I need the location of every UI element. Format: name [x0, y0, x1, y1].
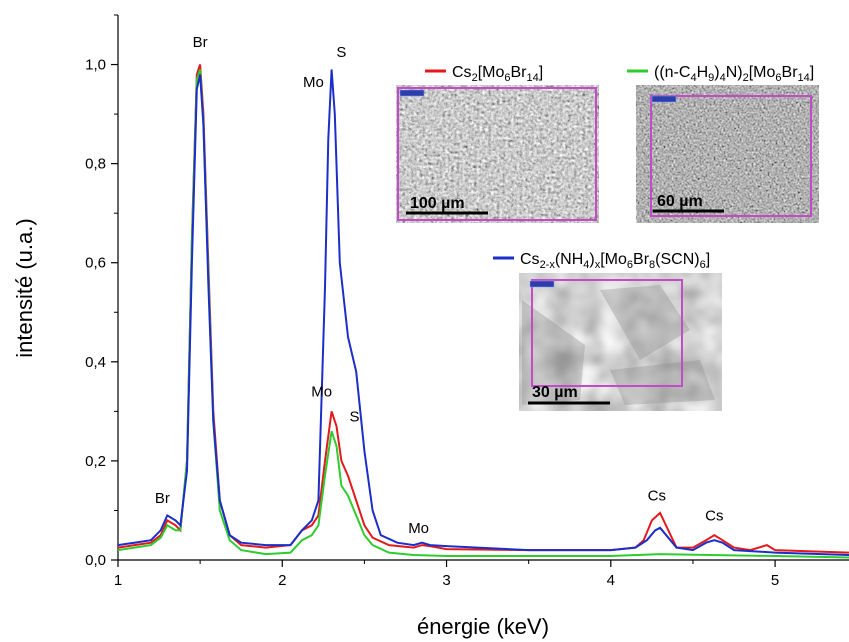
legend-label-red-part: ] — [539, 64, 543, 81]
peak-label: Mo — [311, 384, 332, 401]
peak-annotations: Br Mo S Mo S Br Mo Cs Cs — [155, 34, 724, 537]
peak-label: S — [350, 408, 360, 425]
legend-label-green-part: H — [697, 64, 709, 81]
x-tick-label: 3 — [442, 572, 450, 589]
scale-bar-3-label: 30 µm — [532, 384, 578, 401]
legend-label-blue-part: [Mo — [600, 251, 627, 268]
peak-label: Br — [155, 490, 170, 507]
legend-label-blue-part: 6 — [627, 259, 633, 271]
legend-label-blue-part: Cs — [520, 251, 540, 268]
y-tick-label: 1,0 — [85, 57, 106, 74]
legend-label-green-part: 14 — [798, 72, 810, 84]
legend-label-blue-part: Br — [633, 251, 650, 268]
y-tick-label: 0,4 — [85, 354, 106, 371]
peak-label: S — [336, 44, 346, 61]
legend-label-green-part: 4 — [690, 72, 696, 84]
x-tick-label: 1 — [114, 572, 122, 589]
y-tick-label: 0,0 — [85, 552, 106, 569]
legend-label-red-part: 2 — [472, 72, 478, 84]
legend-label-green-part: 2 — [743, 72, 749, 84]
legend-label-green-part: N) — [726, 64, 743, 81]
scale-bar-2-label: 60 µm — [657, 193, 703, 210]
x-tick-label: 4 — [607, 572, 615, 589]
legend-label-blue-part: ] — [706, 251, 710, 268]
legend-label-red-part: Br — [510, 64, 527, 81]
sem-image-1-frame — [397, 87, 597, 221]
legend-label-green-part: 9 — [708, 72, 714, 84]
legend-label-blue-part: x — [595, 259, 601, 271]
axes — [117, 15, 849, 561]
y-tick-label: 0,2 — [85, 453, 106, 470]
legend-label-green-part: ] — [810, 64, 814, 81]
sem-image-1-tag — [399, 89, 425, 97]
legend-label-green: ((n-C4H9)4N)2[Mo6Br14] — [654, 64, 814, 84]
legend-label-red-part: 14 — [526, 72, 538, 84]
peak-label: Br — [193, 34, 208, 51]
sem-image-2-tag — [651, 95, 677, 103]
series-group — [117, 64, 849, 559]
legend-label-green-part: 6 — [775, 72, 781, 84]
legend-label-red-part: [Mo — [478, 64, 505, 81]
legend-label-green-part: Br — [782, 64, 799, 81]
legend-label-blue-part: 2-x — [540, 259, 556, 271]
legend-label-green-part: 4 — [720, 72, 726, 84]
legend-label-blue-part: 8 — [649, 259, 655, 271]
legend-label-red: Cs2[Mo6Br14] — [452, 64, 543, 84]
sem-image-3-tag — [529, 280, 555, 288]
legend-label-green-part: ) — [714, 64, 719, 81]
x-axis-title: énergie (keV) — [417, 614, 549, 639]
legend-label-red-part: 6 — [504, 72, 510, 84]
peak-label: Mo — [303, 74, 324, 91]
legend-label-blue-part: (SCN) — [655, 251, 699, 268]
sem-image-2-frame — [650, 95, 812, 217]
peak-label: Mo — [408, 520, 429, 537]
y-axis-title: intensité (u.a.) — [12, 218, 37, 357]
inset-1: Cs2[Mo6Br14] 100 µm — [396, 64, 599, 223]
y-tick-label: 0,8 — [85, 156, 106, 173]
x-tick-label: 5 — [771, 572, 779, 589]
legend-label-blue-part: 6 — [700, 259, 706, 271]
legend-label-blue-part: 4 — [583, 259, 589, 271]
inset-3: Cs2-x(NH4)x[Mo6Br8(SCN)6] 30 µm — [493, 251, 722, 411]
y-tick-label: 0,6 — [85, 255, 106, 272]
legend-label-blue-part: ) — [589, 251, 594, 268]
sem-image-2 — [636, 85, 819, 223]
legend-label-green-part: [Mo — [749, 64, 776, 81]
inset-2: ((n-C4H9)4N)2[Mo6Br14] 60 µm — [627, 64, 819, 223]
legend-label-blue: Cs2-x(NH4)x[Mo6Br8(SCN)6] — [520, 251, 710, 271]
legend-label-green-part: ((n-C — [654, 64, 690, 81]
sem-image-1 — [396, 85, 599, 223]
sem-image-3-crystals — [522, 285, 715, 405]
sem-image-3-frame — [531, 279, 683, 387]
scale-bar-1-label: 100 µm — [410, 195, 465, 212]
axis-ticks: 1 2 3 4 5 0,0 0,2 0,4 0,6 0,8 1,0 — [85, 14, 779, 589]
legend-label-blue-part: (NH — [555, 251, 583, 268]
x-tick-label: 2 — [278, 572, 286, 589]
sem-image-3 — [519, 273, 722, 411]
legend-label-red-part: Cs — [452, 64, 472, 81]
peak-label: Cs — [705, 507, 723, 524]
series-line-blue — [117, 69, 849, 556]
peak-label: Cs — [648, 488, 666, 505]
